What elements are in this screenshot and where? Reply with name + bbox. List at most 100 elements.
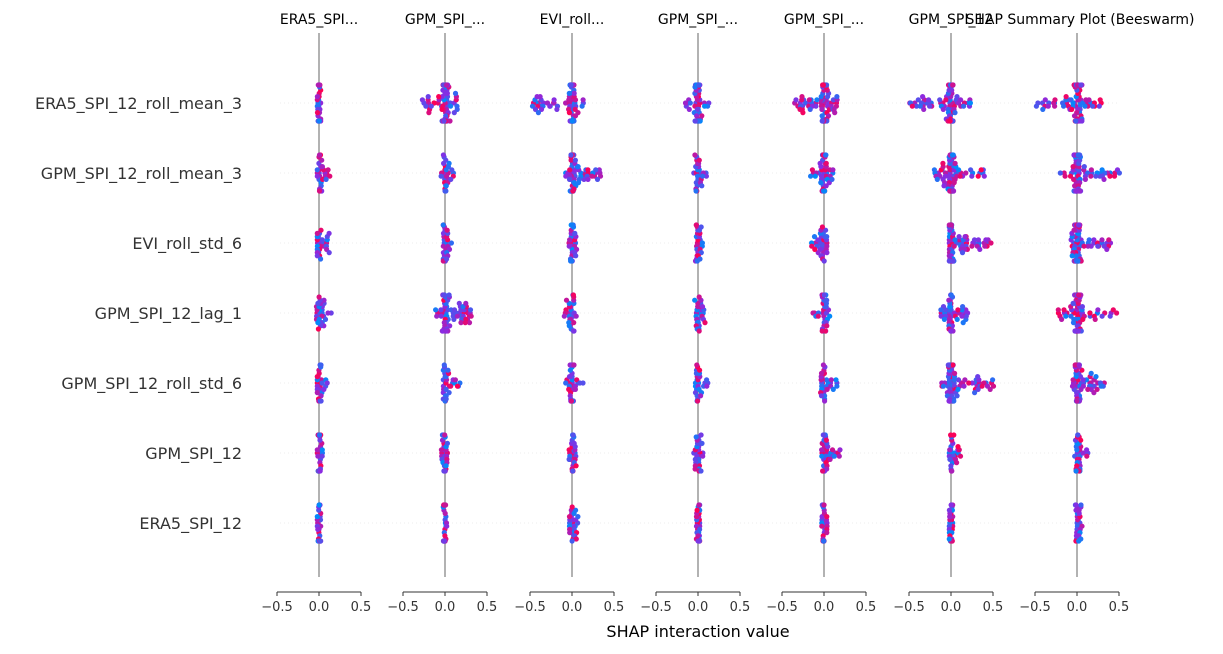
shap-dot [1078,502,1084,508]
shap-dot [440,152,446,158]
shap-dot [1099,237,1105,243]
shap-dot [571,186,577,192]
shap-dot [1094,386,1100,392]
x-tick-label: 0.5 [730,600,751,615]
shap-dot [983,237,989,243]
shap-dot [699,440,705,446]
shap-dot [441,538,447,544]
shap-dot [575,514,581,520]
shap-dot [319,380,325,386]
shap-dot [960,304,966,310]
shap-dot [823,227,829,233]
shap-dot [954,316,960,322]
shap-dot [972,390,978,396]
shap-dot [1076,222,1082,228]
panel: EVI_roll... −0.5 0.0 0.5 [514,12,624,615]
shap-dot [812,246,818,252]
shap-dot [1090,103,1096,109]
shap-dot [990,383,997,389]
shap-dot [551,97,557,103]
shap-dot [975,374,981,380]
shap-dot [824,234,830,240]
shap-dot [824,514,830,520]
shap-dot [325,310,331,316]
shap-dot [1052,103,1058,109]
shap-dot [438,447,444,453]
shap-dot [696,82,702,88]
shap-dot [696,157,702,163]
shap-dot [695,538,701,544]
shap-dot [1070,300,1076,306]
shap-dot [1098,383,1104,389]
shap-dot [314,253,320,259]
shap-dot [823,437,830,443]
shap-dot [315,320,321,326]
shap-dot [442,502,448,508]
x-tick-label: −0.5 [893,600,925,615]
shap-dot [570,468,576,474]
shap-dot [1069,383,1076,389]
shap-dot [955,307,961,313]
shap-dot [698,393,704,399]
shap-dot [1075,432,1081,438]
shap-dot [1081,243,1087,249]
shap-dot [319,237,325,243]
x-tick-label: −0.5 [1019,600,1051,615]
x-tick-label: 0.0 [309,600,330,615]
shap-dot [952,110,958,116]
shap-dot [703,173,710,179]
shap-dot [819,523,825,529]
shap-dot [433,307,439,313]
shap-dot [1062,173,1068,179]
shap-dot [952,160,958,166]
shap-dot [693,434,699,440]
shap-dot [443,183,449,189]
panel: GPM_SPI_... −0.5 0.0 0.5 [640,12,750,615]
shap-dot [949,468,955,474]
x-tick-label: −0.5 [766,600,798,615]
shap-dot [441,292,447,298]
shap-dot [316,432,323,438]
shap-dot [436,94,442,100]
shap-dot [452,377,458,383]
shap-dot [314,110,321,116]
shap-dot [698,224,704,230]
shap-dot [1080,383,1086,389]
shap-dot [941,316,948,322]
shap-dot [321,297,327,303]
shap-dot [314,173,320,179]
x-tick-label: 0.0 [1067,600,1088,615]
shap-dot [954,393,960,399]
shap-dot [695,300,701,306]
shap-dot [315,326,321,332]
shap-dot [1045,103,1051,109]
shap-dot [441,362,447,368]
shap-dot [316,152,323,158]
shap-dot [443,463,449,469]
shap-dot [915,97,921,103]
shap-dot [314,374,320,380]
shap-dot [948,502,954,508]
shap-dot [580,97,586,103]
shap-dot [971,237,978,243]
shap-dot [814,97,820,103]
shap-dot [448,240,454,246]
shap-dot [442,432,448,438]
shap-dot [317,362,323,368]
shap-dot [1099,167,1105,173]
shap-dot [571,320,577,326]
shap-dot [806,97,813,103]
shap-dot [962,234,968,240]
shap-dot [818,393,825,399]
shap-dot [315,526,321,533]
shap-dot [1114,310,1120,316]
shap-dot [444,440,450,446]
shap-dot [686,106,692,112]
shap-dot [458,320,464,326]
x-tick-label: 0.0 [562,600,583,615]
shap-dot [325,167,331,173]
shap-dot [463,300,469,306]
panels: ERA5_SPI... −0.5 0.0 0.5 GPM_SPI_... −0.5 0.0 0… [261,12,1129,615]
shap-dot [428,103,434,109]
feature-label: GPM_SPI_12 [145,444,242,464]
